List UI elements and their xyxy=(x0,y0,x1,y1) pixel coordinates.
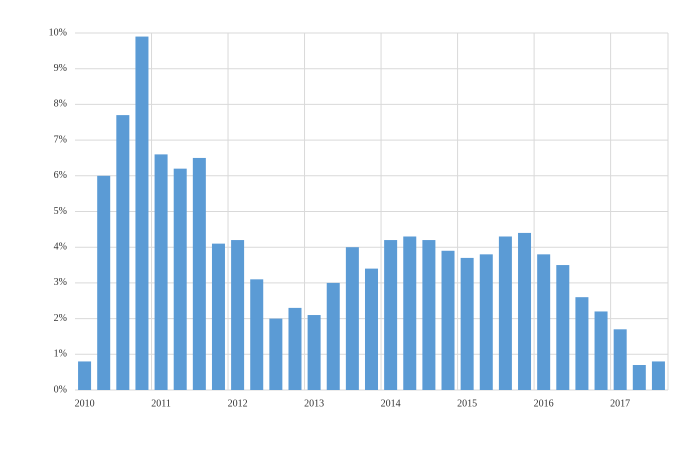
x-tick-label: 2010 xyxy=(75,398,95,409)
bar xyxy=(441,250,455,390)
bar xyxy=(575,297,589,390)
bar xyxy=(116,115,130,391)
x-tick-label: 2011 xyxy=(151,398,171,409)
x-tick-label: 2012 xyxy=(228,398,248,409)
bar xyxy=(307,315,321,390)
y-tick-label: 5% xyxy=(54,206,67,217)
y-tick-label: 7% xyxy=(54,134,67,145)
bar xyxy=(479,254,493,390)
x-tick-label: 2016 xyxy=(534,398,554,409)
bar xyxy=(173,168,187,390)
y-tick-label: 3% xyxy=(54,277,67,288)
bar xyxy=(154,154,168,390)
x-tick-label: 2013 xyxy=(304,398,324,409)
y-tick-label: 1% xyxy=(54,349,67,360)
bar xyxy=(556,265,570,390)
bar xyxy=(460,257,474,390)
y-tick-label: 6% xyxy=(54,170,67,181)
y-tick-label: 0% xyxy=(54,384,67,395)
x-tick-label: 2017 xyxy=(610,398,630,409)
bar xyxy=(326,282,340,390)
y-tick-label: 8% xyxy=(54,99,67,110)
bar xyxy=(97,175,111,390)
bar xyxy=(651,361,665,390)
bar xyxy=(632,365,646,390)
bar xyxy=(403,236,417,390)
bar xyxy=(192,157,206,390)
bar xyxy=(422,240,436,390)
bar xyxy=(250,279,264,390)
bar xyxy=(613,329,627,390)
bar xyxy=(231,240,245,390)
bar xyxy=(537,254,551,390)
x-tick-label: 2014 xyxy=(381,398,401,409)
bar xyxy=(594,311,608,390)
bar xyxy=(269,318,283,390)
y-tick-label: 10% xyxy=(49,27,67,38)
y-tick-label: 4% xyxy=(54,241,67,252)
y-tick-label: 2% xyxy=(54,313,67,324)
bar xyxy=(498,236,512,390)
bar xyxy=(135,36,149,390)
bar xyxy=(78,361,92,390)
bar xyxy=(518,232,532,390)
bar xyxy=(364,268,379,390)
bar xyxy=(384,240,398,390)
bar xyxy=(288,307,302,390)
bar xyxy=(345,247,359,390)
x-tick-label: 2015 xyxy=(457,398,477,409)
bar xyxy=(211,243,225,390)
y-tick-label: 9% xyxy=(54,63,67,74)
